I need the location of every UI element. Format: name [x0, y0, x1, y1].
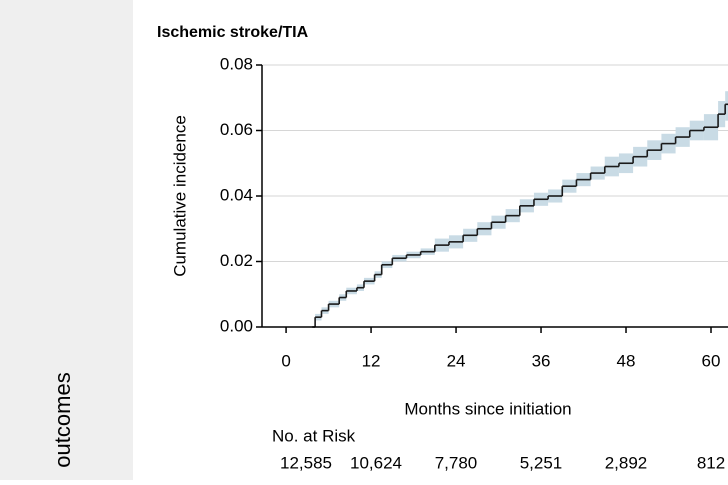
x-tick-label: 0 [281, 351, 290, 370]
risk-count: 10,624 [350, 453, 402, 472]
x-tick-label: 12 [362, 351, 381, 370]
y-tick-label: 0.08 [220, 54, 253, 73]
y-tick-label: 0.04 [220, 185, 253, 204]
sidebar [0, 0, 133, 480]
x-tick-label: 36 [532, 351, 551, 370]
risk-count: 12,585 [280, 453, 332, 472]
y-axis-label: Cumulative incidence [170, 115, 189, 277]
chart-title: Ischemic stroke/TIA [157, 24, 309, 41]
x-tick-label: 60 [702, 351, 721, 370]
risk-count: 2,892 [605, 453, 648, 472]
risk-count: 5,251 [520, 453, 563, 472]
x-tick-label: 48 [617, 351, 636, 370]
risk-table-title: No. at Risk [272, 426, 356, 445]
x-axis-label: Months since initiation [404, 399, 571, 418]
y-tick-label: 0.00 [220, 316, 253, 335]
sidebar-label: outcomes [50, 372, 75, 467]
y-tick-label: 0.06 [220, 120, 253, 139]
risk-count: 812 [697, 453, 725, 472]
confidence-band [725, 91, 728, 121]
risk-count: 7,780 [435, 453, 478, 472]
y-tick-label: 0.02 [220, 251, 253, 270]
x-tick-label: 24 [447, 351, 466, 370]
